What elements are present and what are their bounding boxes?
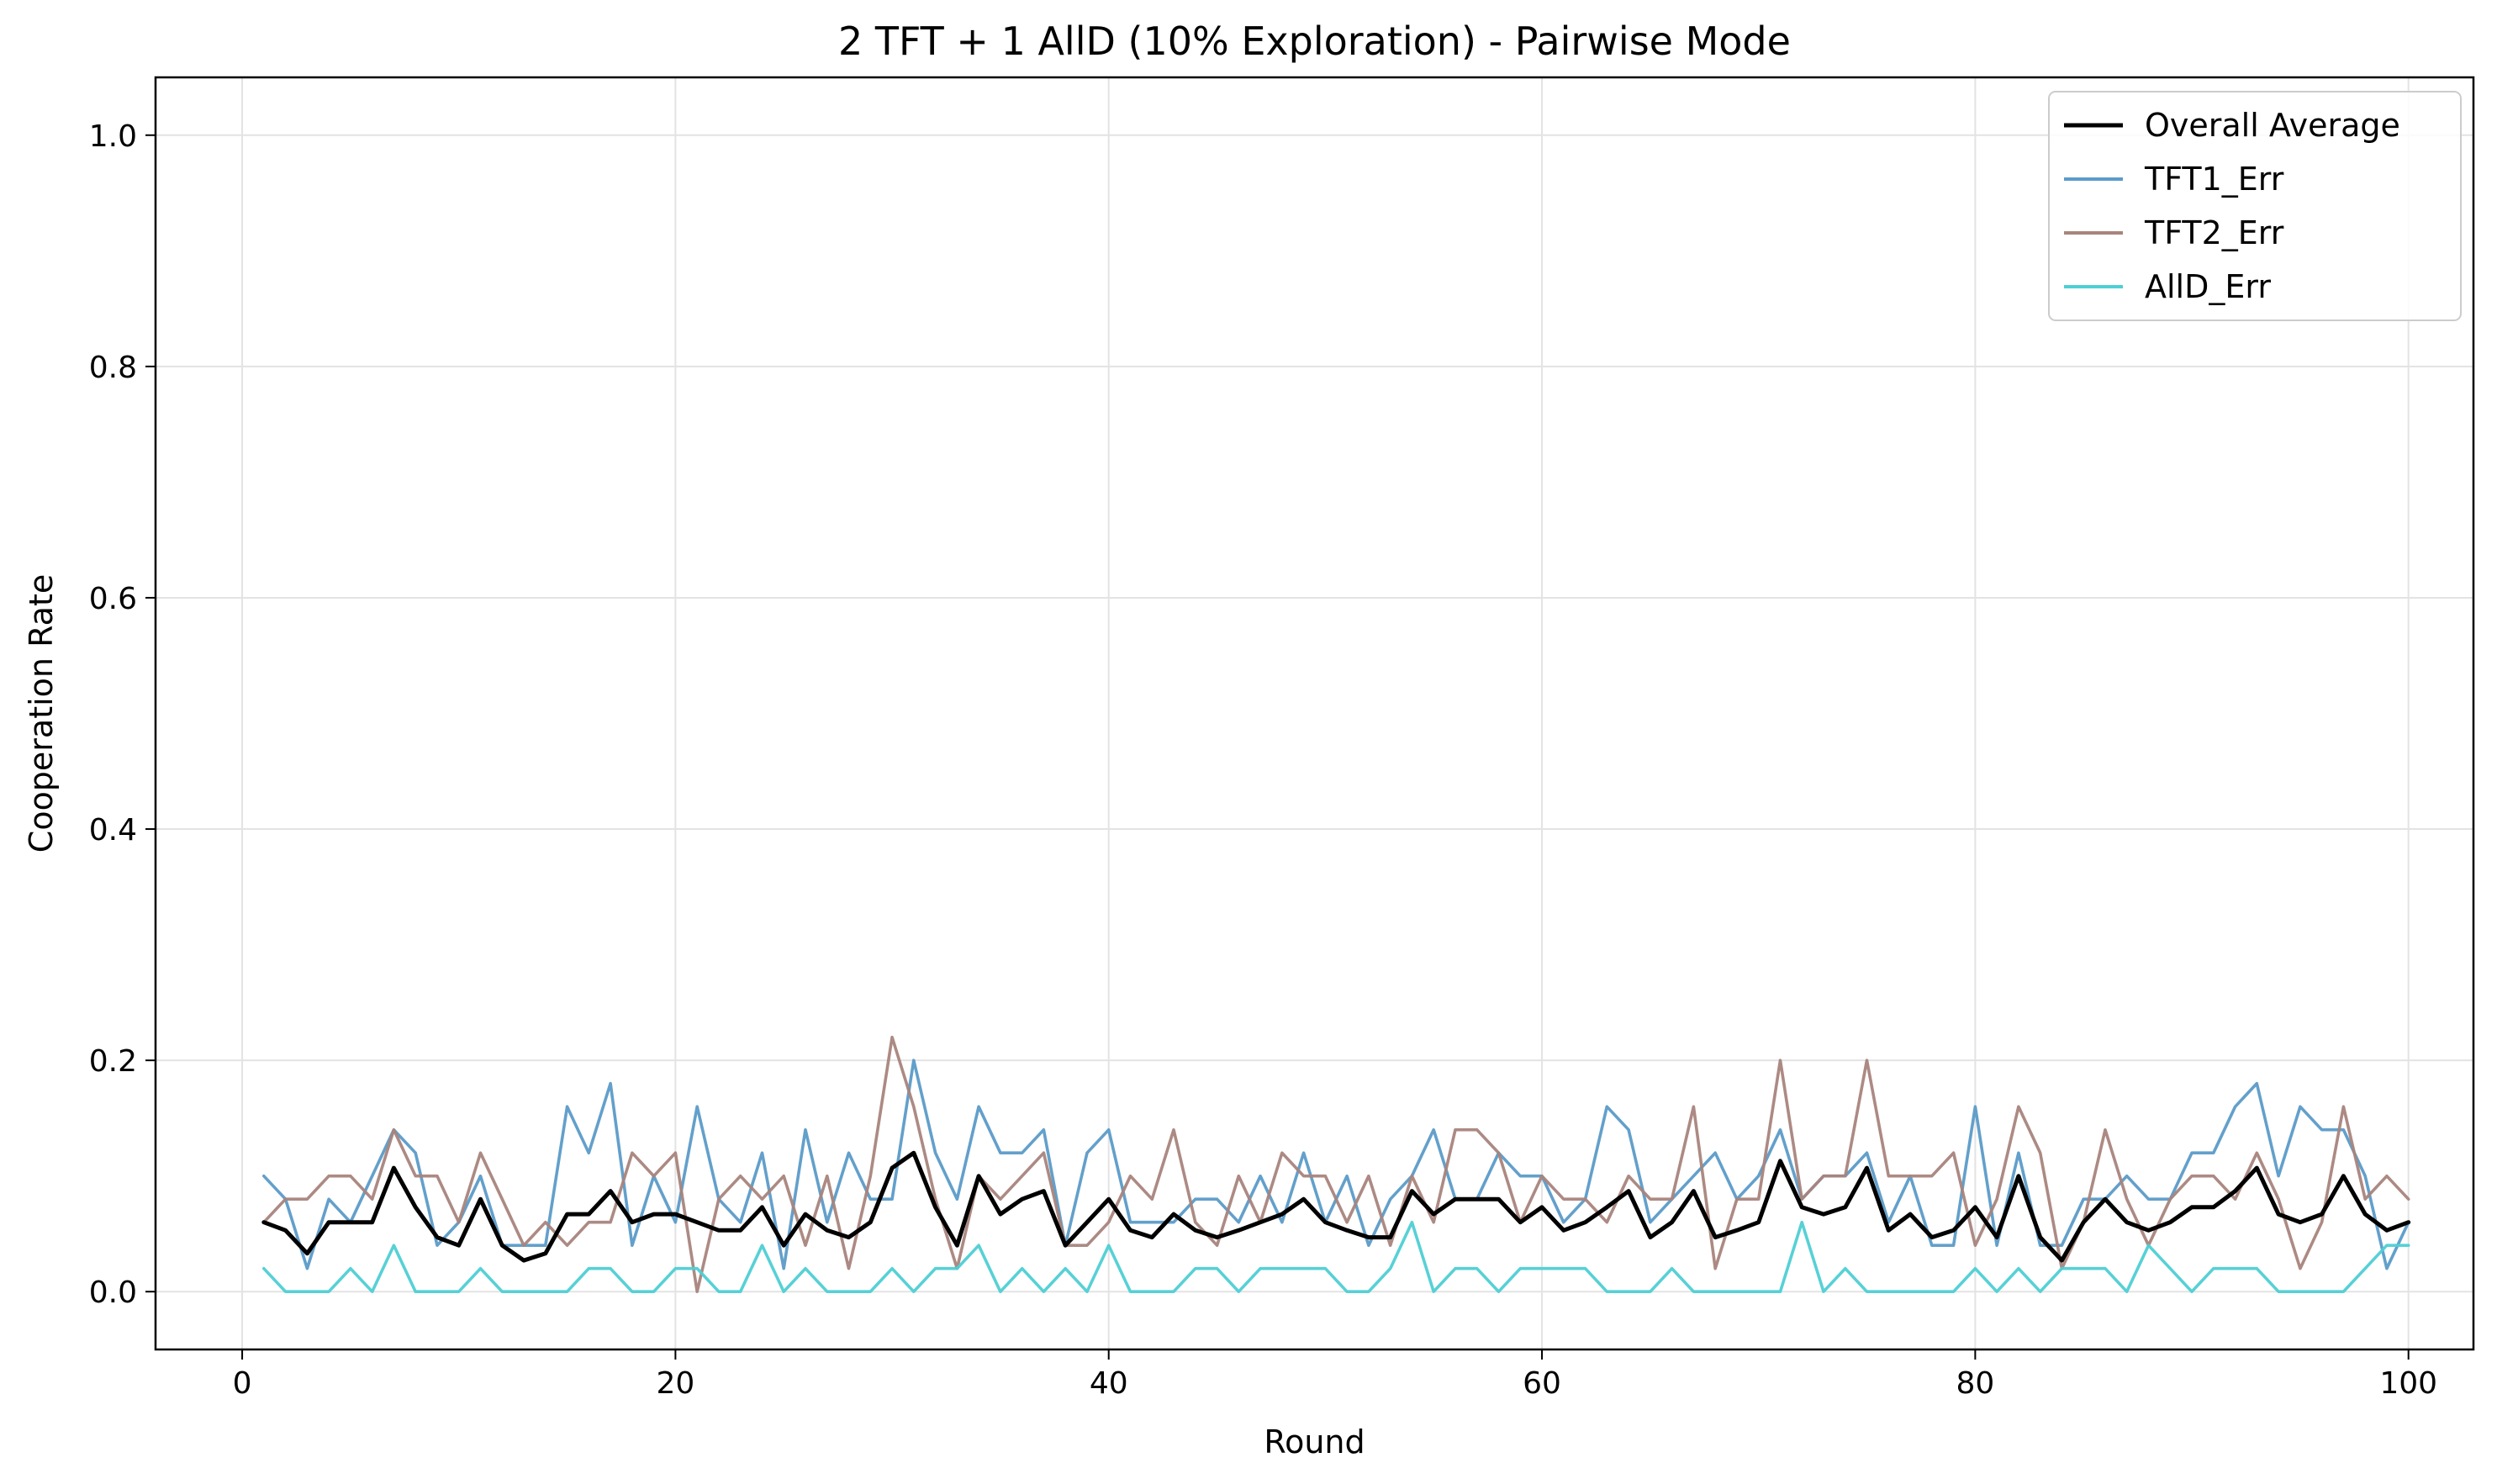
y-tick-label: 1.0: [89, 119, 137, 154]
axis-ticks: 0 20 40 60 80 100 0.0 0.2 0.4 0.6 0.8 1.0: [89, 119, 2437, 1401]
y-tick-label: 0.6: [89, 582, 137, 616]
x-tick-label: 0: [233, 1366, 252, 1401]
legend-box: [2048, 91, 2462, 321]
x-tick-label: 80: [1956, 1366, 1994, 1401]
legend: Overall Average TFT1_Err TFT2_Err AllD_Err: [2048, 91, 2462, 321]
x-axis-label: Round: [1264, 1423, 1365, 1460]
x-tick-label: 20: [656, 1366, 694, 1401]
legend-label: Overall Average: [2145, 107, 2400, 144]
series-line-alld-err: [261, 1220, 2410, 1293]
legend-label: TFT2_Err: [2144, 214, 2284, 251]
chart-title: 2 TFT + 1 AllD (10% Exploration) - Pairw…: [838, 18, 1791, 64]
x-tick-label: 60: [1523, 1366, 1561, 1401]
legend-label: AllD_Err: [2145, 268, 2271, 305]
x-tick-label: 40: [1090, 1366, 1128, 1401]
x-tick-label: 100: [2379, 1366, 2437, 1401]
y-tick-label: 0.4: [89, 813, 137, 848]
y-axis-label: Cooperation Rate: [23, 574, 60, 853]
series-line-overall-average: [261, 1150, 2411, 1263]
grid: [156, 77, 2473, 1349]
y-tick-label: 0.0: [89, 1275, 137, 1310]
series-line-tft2-err: [261, 1035, 2410, 1293]
plot-frame: [154, 76, 2475, 1351]
y-tick-label: 0.2: [89, 1044, 137, 1079]
y-tick-label: 0.8: [89, 351, 137, 385]
series-lines: [261, 1035, 2411, 1293]
legend-label: TFT1_Err: [2144, 161, 2284, 198]
